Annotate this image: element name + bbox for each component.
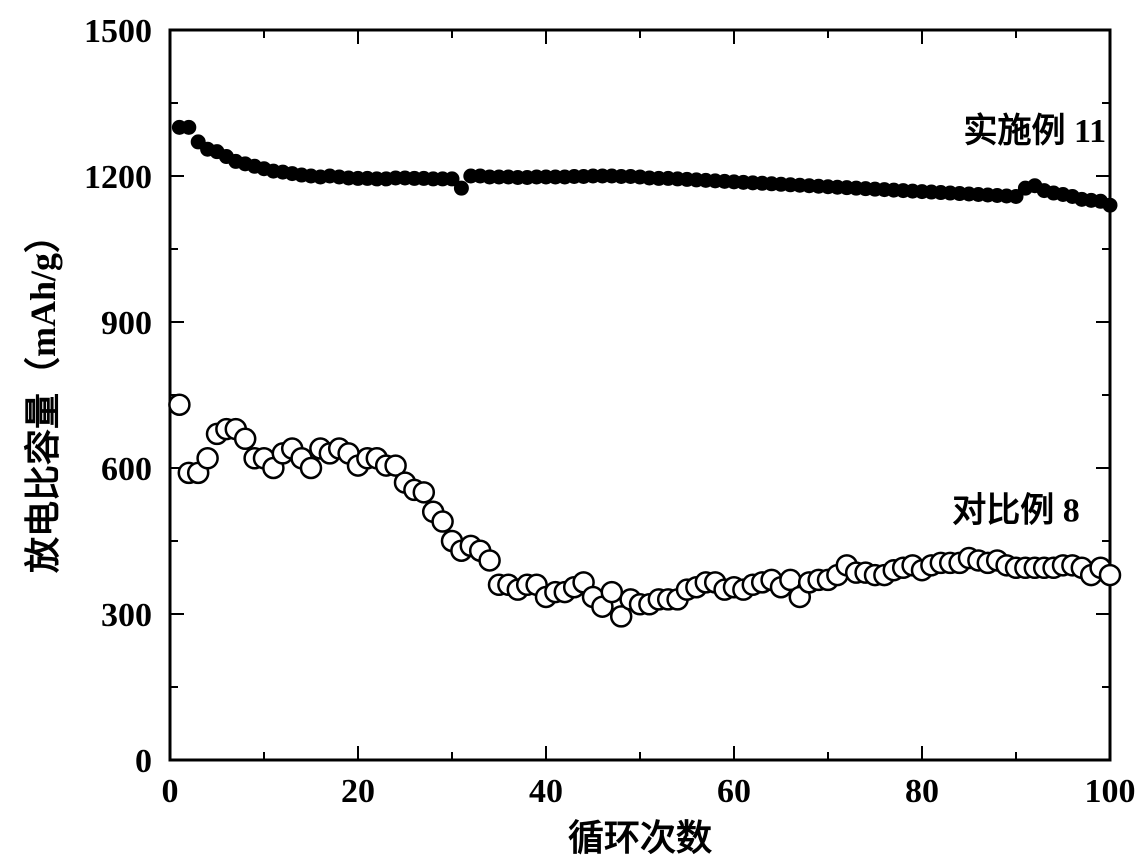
capacity-cycle-chart: 0 20 40 60 80 100 0 300 600 900 1200 1500 实施例 11 对比例 … (0, 0, 1145, 859)
y-tick-label: 600 (101, 451, 152, 488)
y-tick-label: 1200 (84, 159, 152, 196)
x-tick-label: 40 (529, 773, 563, 810)
x-tick-label: 100 (1085, 773, 1136, 810)
y-tick-label: 1500 (84, 13, 152, 50)
y-axis-label: 放电比容量（mAh/g） (23, 217, 63, 573)
x-tick-label: 20 (341, 773, 375, 810)
chart-container: 0 20 40 60 80 100 0 300 600 900 1200 1500 实施例 11 对比例 … (0, 0, 1145, 859)
x-tick-label: 80 (905, 773, 939, 810)
x-axis-label: 循环次数 (568, 818, 712, 858)
y-tick-label: 900 (101, 305, 152, 342)
x-tick-label: 0 (162, 773, 179, 810)
y-tick-label: 0 (135, 743, 152, 780)
x-tick-label: 60 (717, 773, 751, 810)
series-label-example11: 实施例 11 (963, 112, 1106, 150)
y-tick-label: 300 (101, 597, 152, 634)
series-label-compare8: 对比例 8 (952, 492, 1080, 530)
